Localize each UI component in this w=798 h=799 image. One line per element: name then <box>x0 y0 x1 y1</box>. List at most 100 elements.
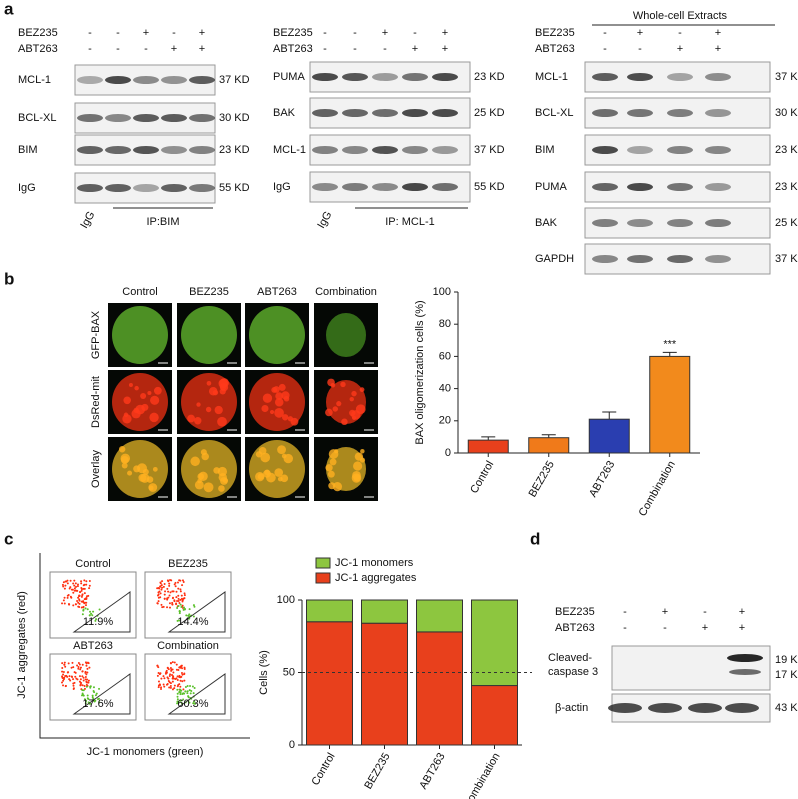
band <box>133 76 159 84</box>
event <box>180 594 183 597</box>
event <box>83 698 86 701</box>
event <box>176 688 179 691</box>
event <box>93 700 96 703</box>
speck <box>332 482 343 492</box>
sign: - <box>678 27 682 39</box>
speck <box>275 392 283 400</box>
event <box>184 607 187 610</box>
event <box>77 601 80 604</box>
flow-x-label: JC-1 monomers (green) <box>87 746 204 758</box>
band <box>667 109 693 117</box>
event <box>188 613 191 616</box>
event <box>171 676 174 679</box>
event <box>170 668 173 671</box>
x-tick-label: Control <box>309 751 337 788</box>
gate-percent: 17.6% <box>82 698 113 710</box>
event <box>168 584 171 587</box>
event <box>65 580 68 583</box>
event <box>169 685 172 688</box>
sign: + <box>662 606 668 618</box>
event <box>177 587 180 590</box>
event <box>166 666 169 669</box>
event <box>87 662 90 665</box>
sign: - <box>323 43 327 55</box>
event <box>86 678 89 681</box>
event <box>175 603 178 606</box>
event <box>70 666 73 669</box>
band-label: BIM <box>535 144 555 156</box>
event <box>181 579 184 582</box>
event <box>90 612 93 615</box>
event <box>85 601 88 604</box>
legend-label: JC-1 aggregates <box>335 572 417 584</box>
event <box>157 591 160 594</box>
event <box>68 675 71 678</box>
speck <box>134 385 139 391</box>
event <box>156 602 159 605</box>
event <box>178 676 181 679</box>
event <box>74 589 77 592</box>
event <box>81 613 84 616</box>
event <box>84 598 87 601</box>
event <box>187 695 190 698</box>
event <box>183 594 186 597</box>
event <box>166 606 169 609</box>
panel-label: d <box>530 529 540 548</box>
bar-segment <box>471 685 518 746</box>
event <box>169 686 172 689</box>
event <box>172 590 175 593</box>
band <box>402 183 428 191</box>
gate-percent: 60.3% <box>177 698 208 710</box>
event <box>175 596 178 599</box>
speck <box>212 389 219 396</box>
event <box>78 680 81 683</box>
band <box>402 109 428 117</box>
speck <box>341 418 348 426</box>
speck <box>269 409 275 415</box>
event <box>179 598 182 601</box>
event <box>167 677 170 680</box>
sign: - <box>116 43 120 55</box>
event <box>80 606 83 609</box>
speck <box>274 397 284 407</box>
band-label: BCL-XL <box>535 107 574 119</box>
event <box>159 585 162 588</box>
event <box>160 687 163 690</box>
band-label: MCL-1 <box>273 144 306 156</box>
event <box>73 681 76 684</box>
event <box>85 680 88 683</box>
event <box>172 596 175 599</box>
event <box>85 580 88 583</box>
event <box>185 614 188 617</box>
event <box>80 682 83 685</box>
band-size: 23 KD <box>775 144 798 156</box>
bar <box>467 439 509 454</box>
flow-y-label: JC-1 aggregates (red) <box>16 591 28 699</box>
event <box>66 582 69 585</box>
event <box>168 582 171 585</box>
event <box>176 675 179 678</box>
speck <box>353 461 363 471</box>
event <box>83 579 86 582</box>
blot-strip <box>611 645 771 691</box>
bar <box>649 355 691 454</box>
event <box>157 686 160 689</box>
band <box>105 184 131 192</box>
treatment-label: BEZ235 <box>273 27 313 39</box>
speck <box>327 378 335 387</box>
legend-label: JC-1 monomers <box>335 557 414 569</box>
sign: + <box>199 43 205 55</box>
speck <box>282 414 289 421</box>
speck <box>194 417 202 425</box>
sign: + <box>739 606 745 618</box>
bar <box>588 418 630 454</box>
band-label: BAK <box>273 107 296 119</box>
band-label: IgG <box>18 182 36 194</box>
event <box>67 662 70 665</box>
event <box>74 585 77 588</box>
gate <box>72 591 131 633</box>
speck <box>218 485 225 492</box>
event <box>73 579 76 582</box>
sign: - <box>623 606 627 618</box>
event <box>67 671 70 674</box>
